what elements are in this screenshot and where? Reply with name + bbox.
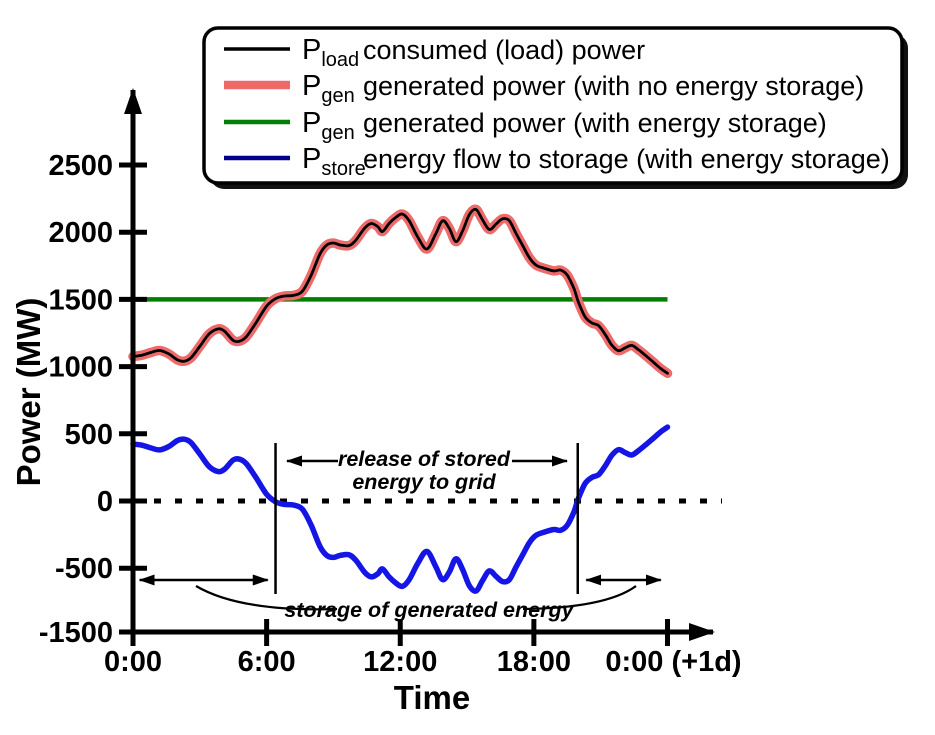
storage-right-leader-line	[522, 585, 637, 611]
y-tick-label: 2500	[48, 150, 113, 182]
legend-symbol-load: Pload	[302, 34, 359, 71]
gen-no-storage-curve	[128, 204, 673, 379]
release-annotation-line1: release of stored	[338, 447, 511, 471]
legend-box	[202, 26, 904, 185]
release-annotation-line2: energy to grid	[352, 470, 496, 494]
load-curve	[131, 207, 669, 375]
legend-symbol-gen-storage: Pgen	[302, 107, 355, 144]
y-tick-label: 0	[97, 486, 113, 518]
storage-annotation-label: storage of generated energy	[284, 598, 574, 622]
y-tick-label: 500	[65, 419, 113, 451]
legend-desc-store: energy flow to storage (with energy stor…	[363, 144, 890, 174]
legend-symbol-gen-no-storage: Pgen	[302, 70, 355, 107]
y-tick-label: -1500	[39, 617, 113, 649]
y-tick-label: 1500	[48, 284, 113, 316]
y-tick-label: 2000	[48, 217, 113, 249]
data-curves	[128, 204, 673, 594]
x-tick-label: 0:00	[104, 646, 162, 678]
x-tick-label: 6:00	[238, 646, 296, 678]
release-annotation: release of stored energy to grid	[286, 447, 568, 494]
x-tick-label: 0:00 (+1d)	[605, 646, 741, 678]
storage-annotation: storage of generated energy	[138, 574, 662, 622]
storage-left-leader-line	[195, 585, 338, 611]
x-axis-title: Time	[394, 679, 470, 716]
y-tick-label: 1000	[48, 352, 113, 384]
legend: Pload consumed (load) power Pgen generat…	[202, 26, 908, 189]
x-tick-label: 18:00	[497, 646, 571, 678]
y-tick-label: -500	[55, 553, 113, 585]
y-axis-title: Power (MW)	[10, 298, 47, 487]
legend-desc-load: consumed (load) power	[363, 35, 645, 65]
legend-desc-gen-no-storage: generated power (with no energy storage)	[363, 71, 864, 101]
x-tick-label: 12:00	[363, 646, 437, 678]
storage-release-marker-lines	[274, 443, 579, 594]
legend-symbol-store: Pstore	[302, 143, 366, 180]
store-curve	[130, 424, 671, 594]
legend-desc-gen-storage: generated power (with energy storage)	[363, 108, 827, 138]
